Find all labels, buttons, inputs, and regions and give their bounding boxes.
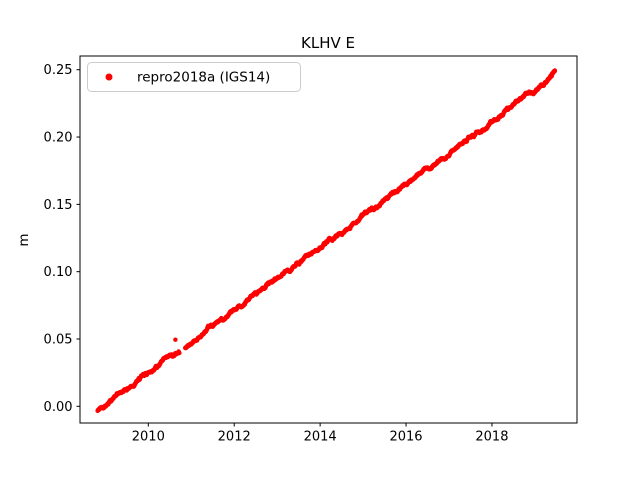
y-tick-label: 0.00 [44, 400, 73, 415]
y-tick-label: 0.10 [44, 265, 73, 280]
data-point [177, 350, 182, 356]
axis-ticks: 2010 2012 2014 2016 2018 0.00 0.05 0.10 0.15 0.20… [44, 63, 509, 444]
legend: repro2018a (IGS14) [87, 62, 301, 92]
outlier-point [173, 337, 178, 342]
y-tick-label: 0.15 [44, 198, 73, 213]
x-tick-label: 2010 [132, 430, 165, 445]
y-tick-label: 0.05 [44, 332, 73, 347]
legend-marker-icon [105, 73, 113, 81]
x-tick-label: 2016 [389, 430, 422, 445]
legend-box [87, 62, 301, 92]
x-tick-label: 2018 [475, 430, 508, 445]
x-tick-label: 2014 [304, 430, 337, 445]
x-tick-label: 2012 [218, 430, 251, 445]
data-point [552, 68, 558, 73]
scatter-series [95, 68, 558, 413]
chart-title: KLHV E [301, 34, 355, 52]
y-tick-label: 0.25 [44, 63, 73, 78]
y-tick-label: 0.20 [44, 131, 73, 146]
y-axis-label: m [16, 233, 32, 246]
legend-label: repro2018a (IGS14) [137, 70, 270, 86]
